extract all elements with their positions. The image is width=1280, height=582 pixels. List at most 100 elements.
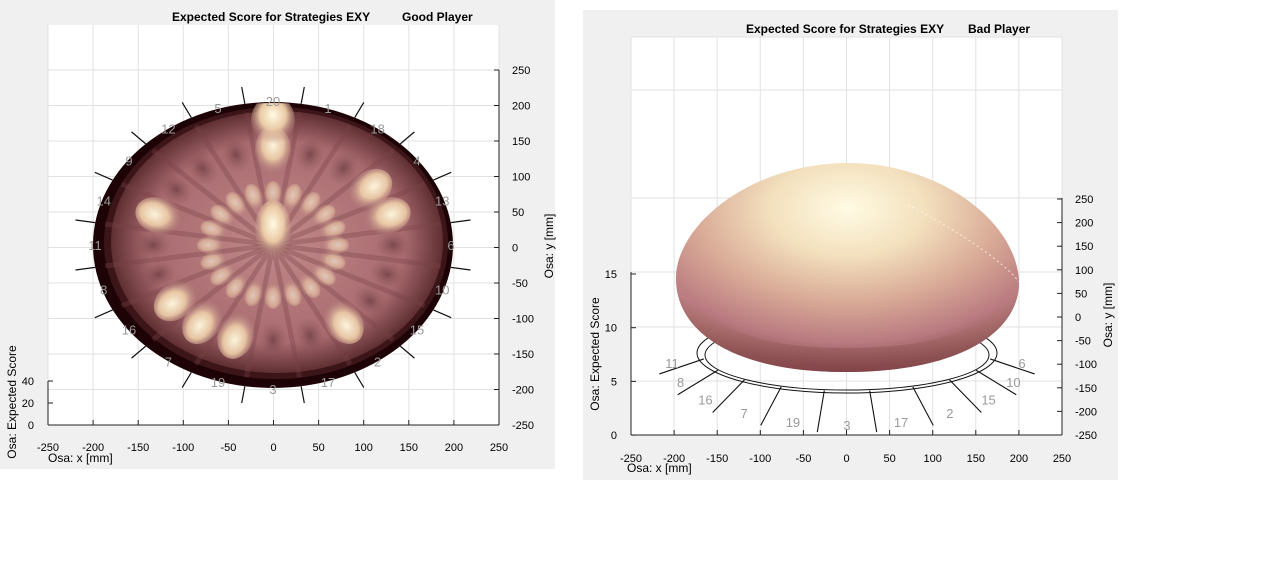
segment-label: 3 <box>843 418 850 433</box>
segment-boundary-tick <box>241 86 246 104</box>
segment-label: 8 <box>100 282 107 297</box>
segment-label: 15 <box>981 392 995 407</box>
segment-boundary-tick <box>433 171 452 181</box>
segment-boundary-tick <box>975 369 1017 396</box>
treble-peak <box>369 259 405 289</box>
treble-peak <box>328 151 360 185</box>
treble-peak <box>323 299 364 344</box>
segment-label: 20 <box>266 94 280 109</box>
inner-peak <box>298 192 321 218</box>
segment-boundary-tick <box>300 386 305 404</box>
segment-boundary-tick <box>816 390 825 433</box>
segment-boundary-tick <box>949 379 982 413</box>
x-tick-label: 250 <box>1053 453 1071 465</box>
x-tick-label: 250 <box>490 442 508 454</box>
chart-title: Expected Score for Strategies EXY <box>746 22 945 36</box>
treble-peak <box>295 317 325 354</box>
segment-label: 17 <box>321 375 335 390</box>
segment-label: 6 <box>1018 356 1025 371</box>
segment-label: 15 <box>410 323 424 338</box>
x-tick-label: -200 <box>82 442 104 454</box>
segment-ridge <box>151 148 275 247</box>
segment-ridge <box>272 242 442 269</box>
segment-boundary-tick <box>75 266 96 271</box>
treble-peak <box>375 231 411 259</box>
y-tick-label: -200 <box>512 385 534 397</box>
segment-label: 10 <box>435 282 449 297</box>
inner-peak <box>264 281 282 309</box>
y-tick-label: 150 <box>512 136 530 148</box>
treble-peak <box>353 285 387 317</box>
y-tick-label: 250 <box>1075 194 1093 206</box>
y-tick-label: -250 <box>512 420 534 432</box>
x-tick-label: -250 <box>620 453 642 465</box>
segment-boundary-tick <box>75 219 96 224</box>
y-tick-label: 0 <box>1075 312 1081 324</box>
inner-peak <box>225 272 248 298</box>
good-player-figure: Expected Score for Strategies EXY Good P… <box>0 0 556 469</box>
x-tick-label: -150 <box>127 442 149 454</box>
z-axis-ticks: 40 20 0 <box>22 376 53 432</box>
x-tick-label: 0 <box>270 442 276 454</box>
chart-subtitle: Bad Player <box>968 22 1031 36</box>
y-tick-label: 100 <box>512 172 530 184</box>
treble-peak <box>141 259 177 289</box>
segment-boundary-tick <box>433 309 452 319</box>
bullseye-peak <box>255 200 291 260</box>
x-tick-label: -100 <box>749 453 771 465</box>
treble-peak <box>217 311 255 359</box>
segment-ridge <box>151 243 275 342</box>
y-axis-ticks: 250 200 150 100 50 0 -50 -100 -150 -200 -250 <box>494 65 534 432</box>
score-peaks <box>135 103 411 359</box>
segment-label: 8 <box>677 375 684 390</box>
y-tick-label: 200 <box>1075 218 1093 230</box>
segment-label: 3 <box>269 382 276 397</box>
treble-peak <box>259 322 287 358</box>
segment-label: 19 <box>786 415 800 430</box>
x-tick-label: 0 <box>843 453 849 465</box>
treble-peak <box>186 151 218 185</box>
segment-ridge <box>272 242 426 309</box>
z-axis-label: Osa: Expected Score <box>5 345 19 459</box>
segment-label: 6 <box>447 238 454 253</box>
chart-subtitle: Good Player <box>402 10 473 24</box>
y-tick-label: 50 <box>1075 288 1087 300</box>
x-tick-label: -100 <box>172 442 194 454</box>
treble-peak <box>153 280 199 322</box>
inner-peak <box>282 278 302 307</box>
segment-label: 11 <box>88 238 102 253</box>
segment-label: 2 <box>946 406 953 421</box>
segment-labels: 20 1 18 4 13 6 10 15 2 17 3 19 7 16 8 11 14 9 12 5 <box>88 94 454 397</box>
segment-boundary-tick <box>131 131 147 145</box>
segment-ridges <box>104 112 442 378</box>
segment-boundary-tick <box>181 102 192 118</box>
x-axis-label: Osa: x [mm] <box>48 451 113 465</box>
z-axis-label: Osa: Expected Score <box>588 297 602 411</box>
surface-seam <box>907 204 1020 283</box>
segment-label: 4 <box>413 153 420 168</box>
segment-boundary-tick <box>450 266 471 271</box>
segment-label: 1 <box>324 101 331 116</box>
segment-label: 7 <box>741 406 748 421</box>
segment-ridge <box>272 221 442 248</box>
x-axis-label: Osa: x [mm] <box>627 461 692 475</box>
y-tick-label: 150 <box>1075 241 1093 253</box>
segment-ridge <box>271 243 395 342</box>
treble-peak <box>182 299 223 344</box>
z-tick-label: 40 <box>22 376 34 388</box>
segment-boundary-tick <box>659 358 704 375</box>
inner-peak <box>321 236 349 254</box>
inner-peak <box>197 236 225 254</box>
x-tick-label: -200 <box>663 453 685 465</box>
segment-boundary-tick <box>300 86 305 104</box>
segment-boundary-tick <box>869 390 878 433</box>
y-axis-label: Osa: y [mm] <box>1101 283 1115 348</box>
top-peak <box>251 103 295 144</box>
y-tick-label: 50 <box>512 207 524 219</box>
segment-label: 18 <box>370 122 384 137</box>
z-tick-label: 20 <box>22 398 34 410</box>
segment-label: 13 <box>435 194 449 209</box>
y-tick-label: 100 <box>1075 265 1093 277</box>
y-tick-label: -250 <box>1075 430 1097 442</box>
expected-score-dome <box>675 162 1020 372</box>
